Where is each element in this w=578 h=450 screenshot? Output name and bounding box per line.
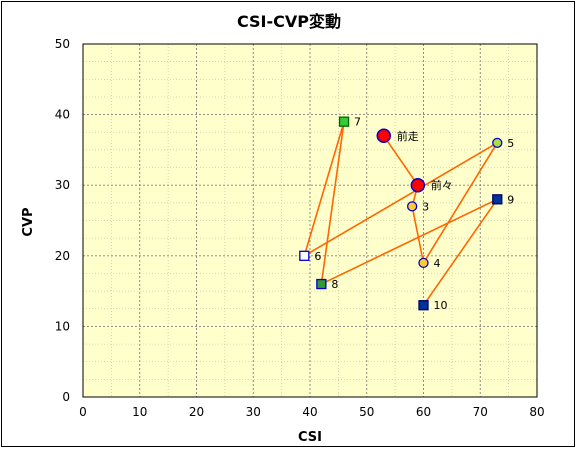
marker-3 bbox=[406, 201, 418, 212]
chart-title: CSI-CVP変動 bbox=[237, 12, 341, 31]
y-axis-title: CVP bbox=[21, 207, 36, 236]
y-tick-label: 40 bbox=[55, 108, 70, 122]
x-tick-label: 10 bbox=[132, 405, 147, 419]
point-label: 7 bbox=[354, 116, 361, 129]
marker-5 bbox=[492, 137, 503, 148]
tick-labels: 0 10 20 30 40 50 60 70 80 0 10 20 30 40 50 bbox=[55, 37, 545, 419]
connector-lines bbox=[302, 121, 500, 306]
point-label: 8 bbox=[331, 278, 338, 291]
x-tick-label: 60 bbox=[416, 405, 431, 419]
point-label: 3 bbox=[422, 200, 429, 213]
point-label: 6 bbox=[314, 250, 321, 263]
x-tick-label: 70 bbox=[473, 405, 488, 419]
y-tick-label: 30 bbox=[55, 178, 70, 192]
point-label: 4 bbox=[434, 257, 441, 270]
x-tick-label: 40 bbox=[302, 405, 317, 419]
x-tick-label: 20 bbox=[189, 405, 204, 419]
x-tick-label: 80 bbox=[529, 405, 544, 419]
point-label: 前走 bbox=[397, 129, 419, 143]
marker-6 bbox=[299, 250, 310, 261]
marker-4 bbox=[418, 257, 429, 269]
data-markers bbox=[299, 116, 503, 311]
marker-7 bbox=[338, 116, 350, 127]
y-tick-label: 0 bbox=[62, 390, 70, 404]
marker-10 bbox=[418, 300, 429, 311]
y-tick-label: 10 bbox=[55, 319, 70, 333]
series-line bbox=[302, 121, 500, 306]
y-tick-label: 20 bbox=[55, 249, 70, 263]
marker-前走 bbox=[376, 128, 392, 144]
point-label: 9 bbox=[507, 193, 514, 206]
point-label: 5 bbox=[507, 137, 514, 150]
x-tick-label: 30 bbox=[246, 405, 261, 419]
gridlines bbox=[82, 43, 538, 398]
point-label: 10 bbox=[434, 299, 448, 312]
marker-9 bbox=[492, 194, 503, 205]
marker-8 bbox=[316, 278, 327, 290]
y-tick-label: 50 bbox=[55, 37, 70, 51]
x-axis-title: CSI bbox=[298, 430, 322, 445]
plot-border bbox=[82, 43, 538, 398]
marker-前々 bbox=[410, 177, 426, 193]
point-label: 前々 bbox=[431, 178, 453, 192]
x-tick-label: 0 bbox=[79, 405, 87, 419]
x-tick-label: 50 bbox=[359, 405, 374, 419]
